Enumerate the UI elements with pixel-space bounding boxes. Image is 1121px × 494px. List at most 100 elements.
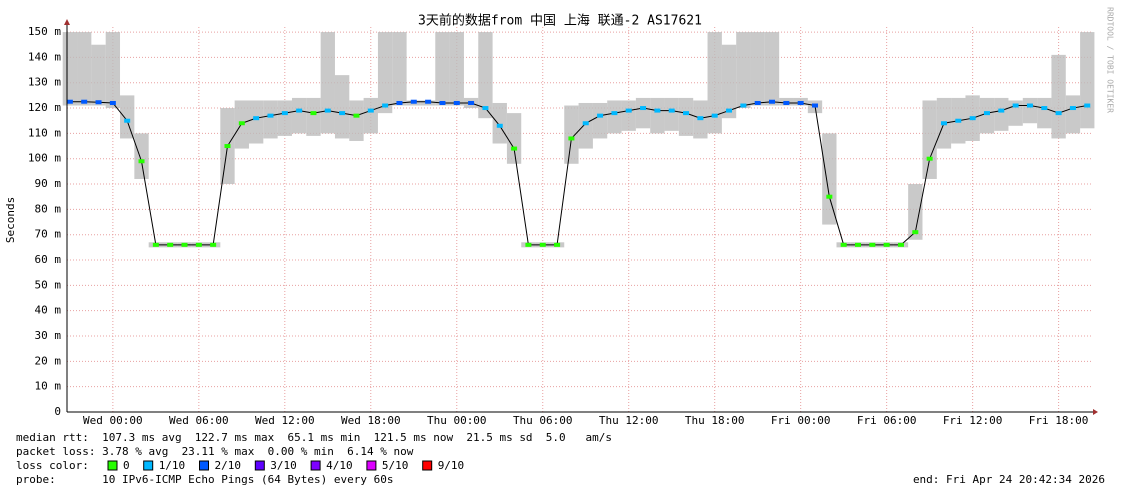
median-point bbox=[897, 242, 904, 247]
smoke bbox=[564, 105, 579, 164]
median-point bbox=[367, 108, 374, 113]
stats-loss: packet loss: 3.78 % avg 23.11 % max 0.00… bbox=[16, 445, 414, 458]
smoke bbox=[306, 97, 321, 136]
smoke bbox=[349, 100, 364, 141]
side-label: RRDTOOL / TOBI OETIKER bbox=[1106, 7, 1115, 113]
smoke bbox=[678, 97, 694, 136]
stats-median: median rtt: 107.3 ms avg 122.7 ms max 65… bbox=[16, 431, 612, 444]
smoke bbox=[320, 32, 335, 134]
x-tick-label: Fri 06:00 bbox=[857, 414, 917, 427]
median-point bbox=[869, 242, 876, 247]
median-point bbox=[826, 194, 833, 199]
median-point bbox=[640, 106, 647, 111]
median-point bbox=[525, 242, 532, 247]
x-tick-label: Fri 12:00 bbox=[943, 414, 1003, 427]
smoke bbox=[1037, 97, 1052, 129]
median-point bbox=[1084, 103, 1091, 108]
smoke bbox=[1080, 32, 1095, 129]
smoke bbox=[105, 32, 121, 109]
smoke bbox=[377, 32, 393, 114]
y-tick-label: 80 m bbox=[35, 202, 62, 215]
median-point bbox=[410, 99, 417, 104]
median-point bbox=[238, 121, 245, 126]
median-point bbox=[711, 113, 718, 118]
x-tick-label: Thu 12:00 bbox=[599, 414, 659, 427]
smoke bbox=[736, 32, 751, 109]
median-point bbox=[353, 113, 360, 118]
chart-title: 3天前的数据from 中国 上海 联通-2 AS17621 bbox=[418, 13, 702, 29]
median-point bbox=[468, 100, 475, 105]
legend-label: 3/10 bbox=[270, 459, 297, 472]
x-tick-label: Wed 18:00 bbox=[341, 414, 401, 427]
smoke bbox=[1051, 54, 1066, 139]
smoke bbox=[478, 32, 493, 119]
median-point bbox=[253, 116, 260, 121]
smoke bbox=[120, 95, 135, 139]
smoke bbox=[621, 100, 636, 131]
median-point bbox=[382, 103, 389, 108]
legend-swatch bbox=[143, 460, 154, 471]
median-point bbox=[740, 103, 747, 108]
smoke bbox=[363, 97, 378, 134]
median-point bbox=[654, 108, 661, 113]
smoke bbox=[664, 97, 679, 131]
median-point bbox=[1012, 103, 1019, 108]
y-tick-label: 30 m bbox=[35, 329, 62, 342]
median-point bbox=[998, 108, 1005, 113]
legend-title: loss color: bbox=[16, 459, 89, 472]
median-point bbox=[81, 99, 88, 104]
median-point bbox=[883, 242, 890, 247]
y-tick-label: 100 m bbox=[28, 152, 61, 165]
median-point bbox=[912, 230, 919, 235]
smoke bbox=[822, 133, 837, 225]
median-point bbox=[812, 103, 819, 108]
smoke bbox=[1022, 97, 1038, 124]
smoke bbox=[91, 44, 106, 106]
median-point bbox=[339, 111, 346, 116]
y-tick-label: 20 m bbox=[35, 354, 62, 367]
median-point bbox=[611, 111, 618, 116]
median-point bbox=[167, 242, 174, 247]
median-point bbox=[683, 111, 690, 116]
legend-label: 1/10 bbox=[159, 459, 186, 472]
smoke bbox=[650, 97, 665, 134]
y-axis-label: Seconds bbox=[4, 197, 17, 243]
median-point bbox=[224, 144, 231, 149]
y-tick-label: 50 m bbox=[35, 278, 62, 291]
smoke bbox=[291, 97, 307, 134]
smoke bbox=[334, 75, 350, 139]
median-point bbox=[697, 116, 704, 121]
median-point bbox=[439, 100, 446, 105]
x-tick-label: Wed 06:00 bbox=[169, 414, 229, 427]
smoke bbox=[635, 97, 651, 129]
y-tick-label: 130 m bbox=[28, 76, 61, 89]
legend-swatch bbox=[422, 460, 433, 471]
median-point bbox=[1055, 111, 1062, 116]
smoke bbox=[62, 32, 78, 106]
median-point bbox=[496, 123, 503, 128]
median-point bbox=[797, 100, 804, 105]
smoke bbox=[1065, 95, 1081, 134]
median-point bbox=[582, 121, 589, 126]
median-point bbox=[769, 99, 776, 104]
y-tick-label: 40 m bbox=[35, 304, 62, 317]
median-point bbox=[66, 99, 73, 104]
median-line bbox=[69, 101, 1088, 246]
legend-swatch bbox=[199, 460, 209, 471]
legend-label: 0 bbox=[123, 459, 130, 472]
median-point bbox=[1069, 106, 1076, 111]
legend-swatch bbox=[254, 460, 265, 471]
median-point bbox=[625, 108, 632, 113]
x-tick-label: Thu 18:00 bbox=[685, 414, 745, 427]
x-tick-label: Thu 00:00 bbox=[427, 414, 487, 427]
smoke bbox=[908, 184, 923, 240]
y-tick-label: 90 m bbox=[35, 177, 62, 190]
median-point bbox=[281, 111, 288, 116]
median-point bbox=[453, 100, 460, 105]
smoke bbox=[77, 32, 92, 106]
smoke bbox=[263, 100, 278, 139]
median-point bbox=[124, 118, 131, 123]
legend-swatch bbox=[366, 460, 377, 471]
smoke bbox=[750, 32, 765, 106]
y-tick-label: 0 bbox=[54, 405, 61, 418]
